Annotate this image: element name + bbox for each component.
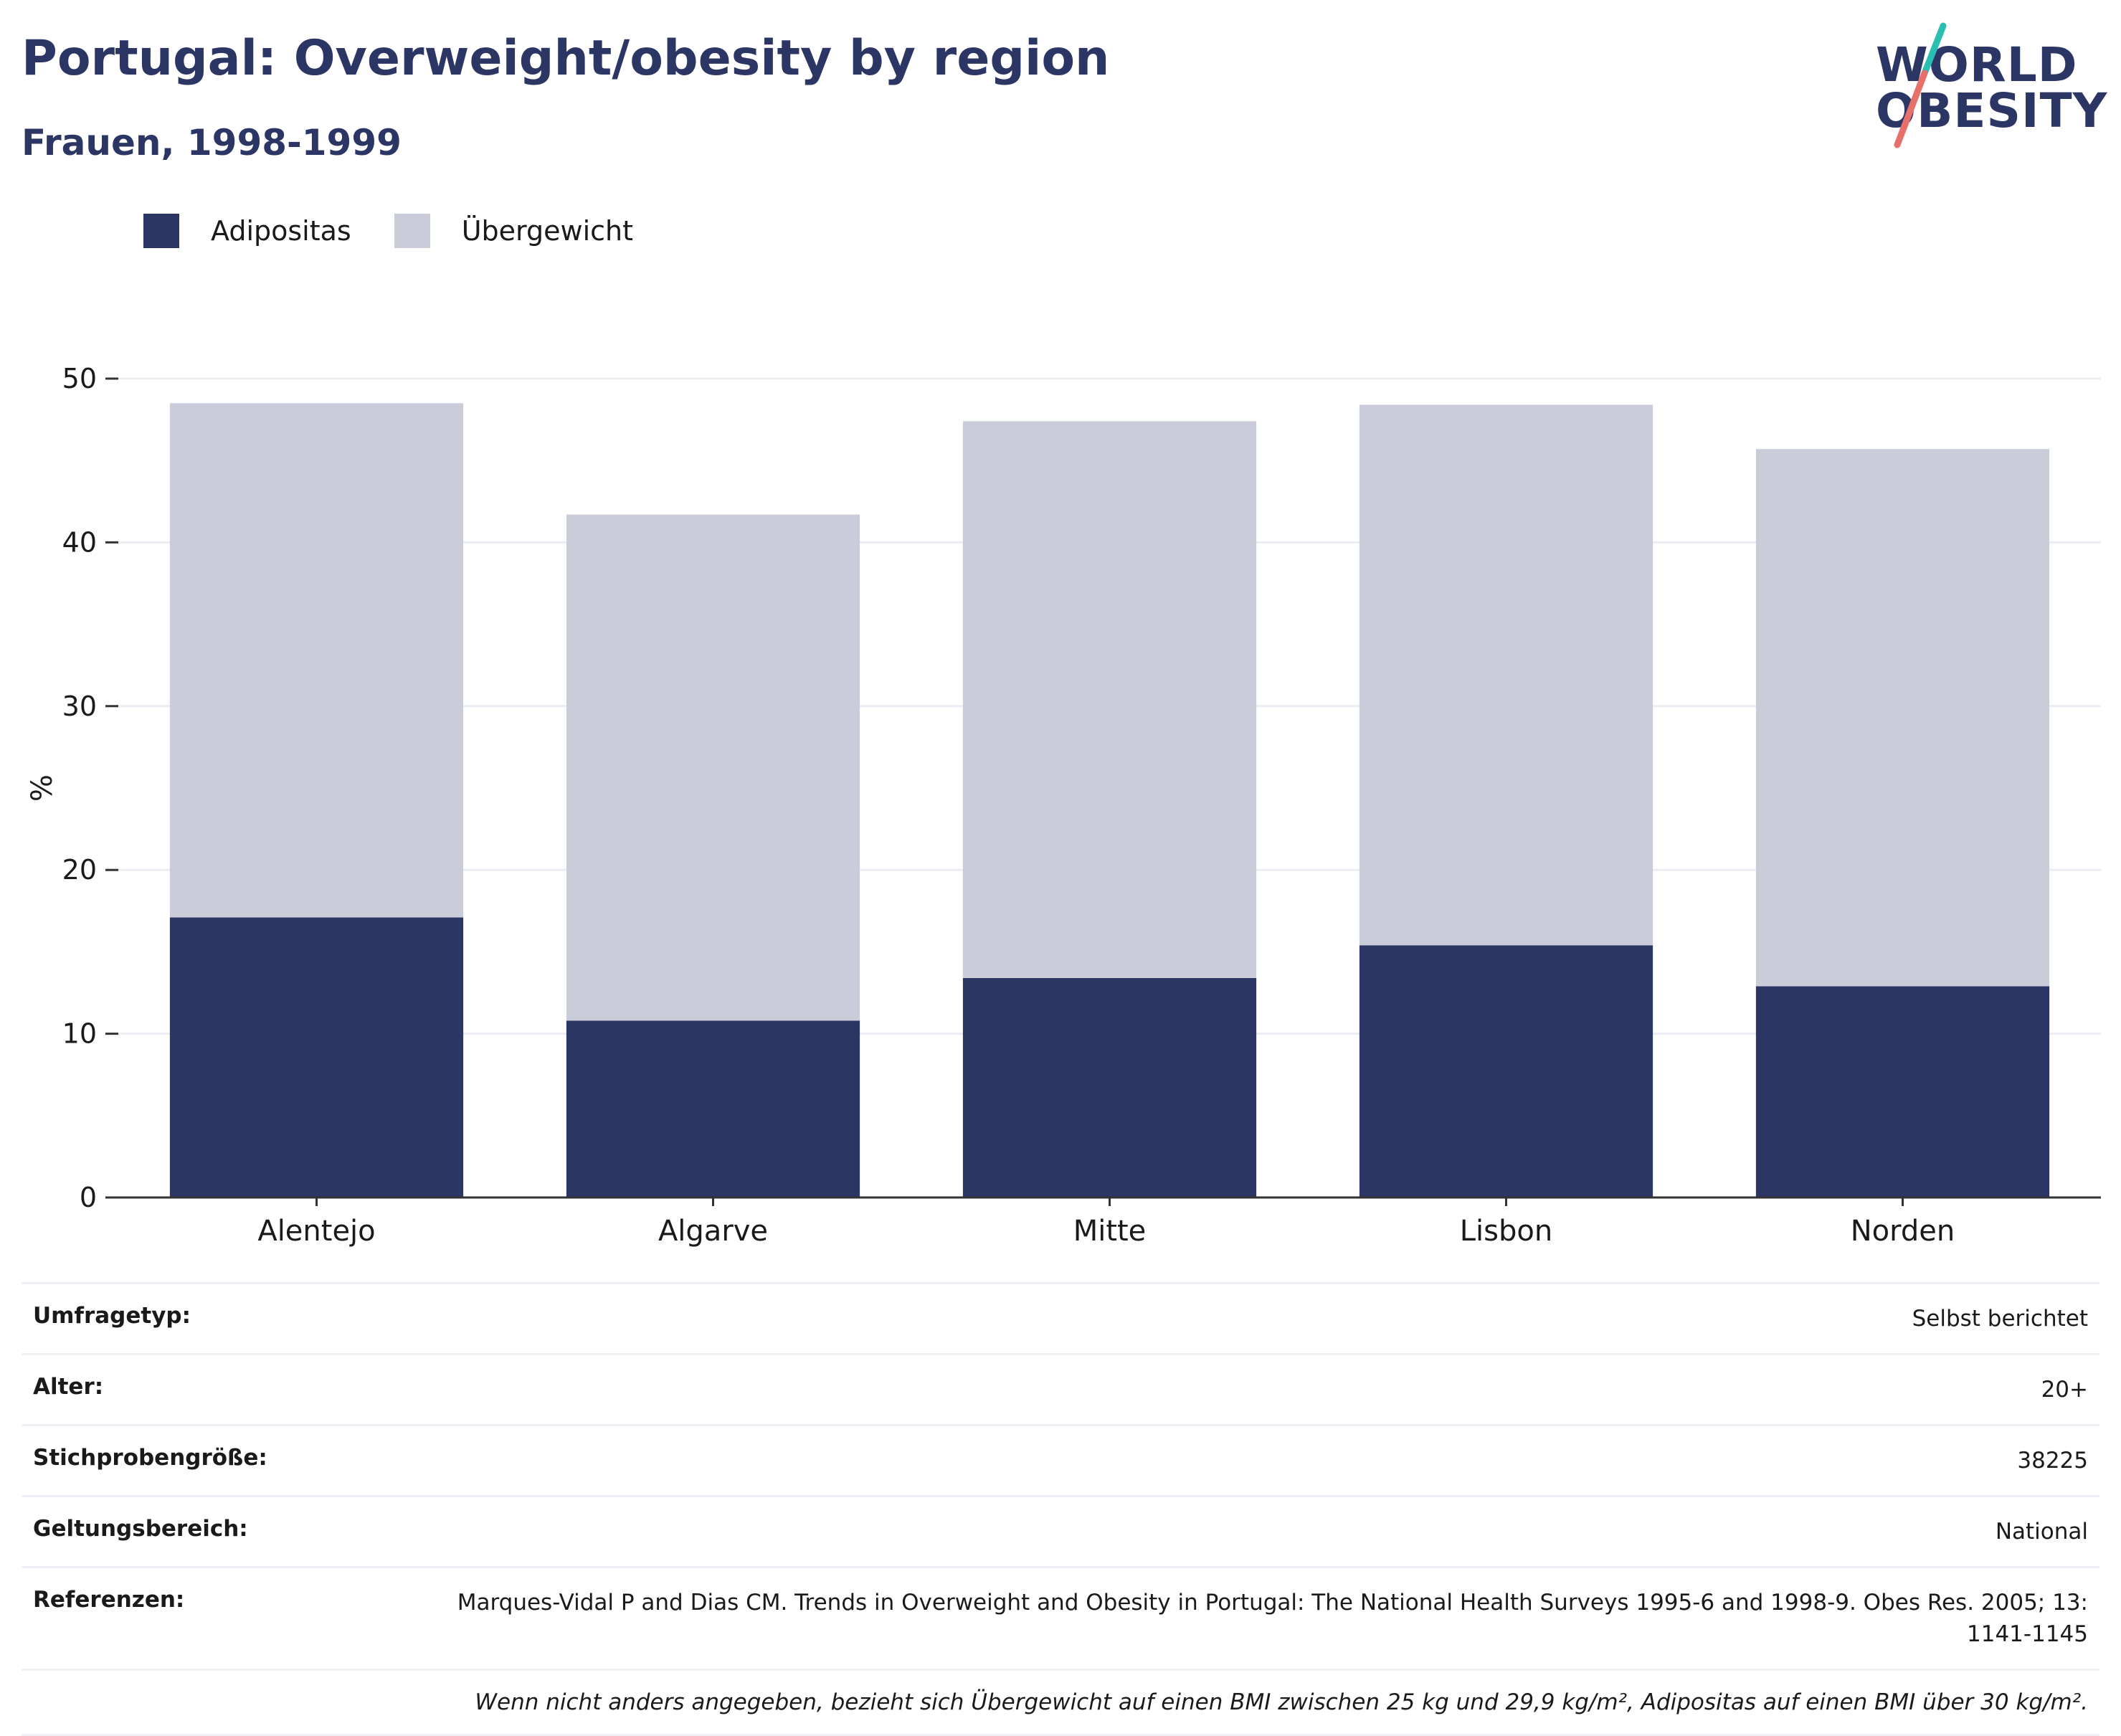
y-tick-label: 30 (62, 691, 97, 722)
legend-item-obesity[interactable]: Adipositas (143, 214, 351, 248)
bar-overweight-algarve (566, 514, 860, 1021)
info-label: Geltungsbereich: (33, 1516, 248, 1542)
page-subtitle: Frauen, 1998-1999 (22, 122, 402, 163)
bar-overweight-lisbon (1359, 404, 1653, 946)
info-value: 20+ (2041, 1377, 2088, 1403)
info-row-survey-type: Umfragetyp: Selbst berichtet (22, 1282, 2099, 1353)
bmi-definition-note: Wenn nicht anders angegeben, bezieht sic… (475, 1689, 2088, 1716)
info-row-references: Referenzen: Marques-Vidal P and Dias CM.… (22, 1566, 2099, 1669)
x-tick-label: Lisbon (1460, 1215, 1552, 1248)
info-value: National (1995, 1519, 2088, 1545)
chart-legend: Adipositas Übergewicht (143, 214, 676, 248)
x-tick-label: Alentejo (257, 1215, 375, 1248)
world-obesity-logo[interactable]: WORLD OBESITY (1871, 22, 2108, 151)
info-row-note: Wenn nicht anders angegeben, bezieht sic… (22, 1669, 2099, 1736)
legend-swatch-overweight (394, 214, 430, 248)
bar-obesity-lisbon (1359, 945, 1653, 1197)
y-axis-title: % (26, 774, 59, 802)
bar-overweight-alentejo (169, 403, 464, 918)
info-label: Alter: (33, 1374, 104, 1400)
info-row-age: Alter: 20+ (22, 1353, 2099, 1424)
y-tick-label: 0 (80, 1182, 97, 1213)
y-tick-label: 50 (62, 363, 97, 394)
bar-obesity-norden (1755, 986, 2050, 1197)
legend-swatch-obesity (143, 214, 179, 248)
info-value: Marques-Vidal P and Dias CM. Trends in O… (457, 1590, 2088, 1648)
x-tick-label: Norden (1851, 1215, 1955, 1248)
bar-obesity-algarve (566, 1020, 860, 1197)
legend-label-obesity: Adipositas (211, 215, 351, 247)
bar-obesity-mitte (962, 977, 1257, 1197)
y-tick-label: 10 (62, 1018, 97, 1050)
bar-overweight-norden (1755, 449, 2050, 987)
info-label: Stichprobengröße: (33, 1445, 267, 1471)
y-tick-label: 20 (62, 854, 97, 886)
info-value: Selbst berichtet (1912, 1306, 2088, 1332)
bar-chart: 0 10 20 30 40 50% Alentejo Algarve Mitte Lisbon No… (26, 363, 2101, 1248)
bar-obesity-alentejo (169, 917, 464, 1197)
logo-line-1: WORLD (1876, 37, 2078, 93)
y-tick-label: 40 (62, 526, 97, 558)
x-tick-label: Algarve (658, 1215, 768, 1248)
page-title: Portugal: Overweight/obesity by region (22, 30, 1110, 87)
logo-slash-icon (1894, 22, 1947, 148)
info-label: Umfragetyp: (33, 1303, 191, 1329)
info-value: 38225 (2017, 1448, 2088, 1474)
info-label: Referenzen: (33, 1587, 185, 1613)
info-row-coverage: Geltungsbereich: National (22, 1495, 2099, 1566)
info-table: Umfragetyp: Selbst berichtet Alter: 20+ … (22, 1282, 2099, 1736)
bar-overweight-mitte (962, 421, 1257, 978)
legend-item-overweight[interactable]: Übergewicht (394, 214, 633, 248)
legend-label-overweight: Übergewicht (461, 215, 633, 247)
x-tick-label: Mitte (1073, 1215, 1147, 1248)
info-row-sample-size: Stichprobengröße: 38225 (22, 1424, 2099, 1495)
